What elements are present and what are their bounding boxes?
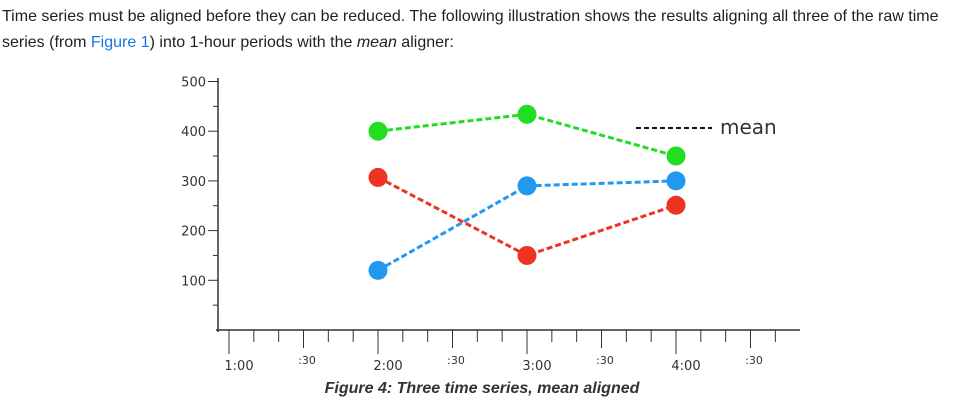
x-half-hour-label: :30 <box>298 354 316 367</box>
x-half-hour-label: :30 <box>745 354 763 367</box>
legend-label: mean <box>720 115 777 139</box>
x-half-hour-label: :30 <box>447 354 465 367</box>
chart-legend: mean <box>636 115 777 139</box>
y-tick-label: 300 <box>181 175 206 190</box>
data-point <box>517 104 537 124</box>
intro-text-3: aligner: <box>396 34 454 51</box>
figure-1-link[interactable]: Figure 1 <box>90 34 150 51</box>
data-point <box>666 171 686 191</box>
x-tick-label: 2:00 <box>373 359 402 374</box>
intro-emphasis: mean <box>356 34 397 51</box>
data-point <box>666 195 686 215</box>
figure-caption: Figure 4: Three time series, mean aligne… <box>324 380 640 397</box>
intro-text-2: ) into 1-hour periods with the <box>149 34 357 51</box>
data-point <box>368 167 388 187</box>
chart-axes: 100 200 300 400 500 1:00 2:00 3:00 4:00 :30 :30 :30… <box>181 76 800 374</box>
intro-paragraph: Time series must be aligned before they … <box>2 4 962 56</box>
series-line <box>377 176 677 258</box>
data-point <box>666 146 686 166</box>
data-point <box>517 245 537 265</box>
y-tick-label: 100 <box>181 274 206 289</box>
y-tick-label: 400 <box>181 125 206 140</box>
intro-text-1: Time series must be aligned before they … <box>2 8 939 51</box>
data-point <box>368 260 388 280</box>
y-tick-label: 200 <box>181 225 206 240</box>
x-half-hour-label: :30 <box>596 354 614 367</box>
data-point <box>368 121 388 141</box>
x-tick-label: 4:00 <box>671 359 700 374</box>
y-tick-label: 500 <box>181 76 206 91</box>
x-tick-label: 3:00 <box>522 359 551 374</box>
chart-series <box>368 104 686 280</box>
x-tick-label: 1:00 <box>224 359 253 374</box>
data-point <box>517 176 537 196</box>
